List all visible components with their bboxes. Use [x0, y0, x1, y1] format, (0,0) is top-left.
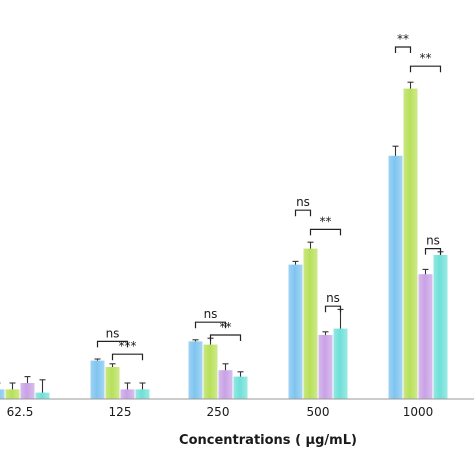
- bar-125-s4: [135, 389, 150, 399]
- bar-500-s1: [288, 264, 303, 399]
- error-bar-250-s3: [222, 363, 229, 371]
- x-tick-labels: 62.5 125 250 500 1000: [7, 405, 434, 419]
- bar-62.5-s1: [0, 389, 5, 399]
- significance-bracket: ns: [194, 307, 227, 329]
- significance-label: ***: [119, 339, 137, 353]
- x-tick-label-250: 250: [207, 405, 230, 419]
- error-bar-250-s4: [237, 371, 244, 377]
- error-bar-125-s4: [139, 382, 146, 390]
- significance-label: **: [320, 214, 332, 228]
- significance-label: **: [397, 32, 409, 46]
- bar-62.5-s4: [35, 392, 50, 399]
- error-bar-125-s2: [109, 363, 116, 367]
- x-axis-label: Concentrations ( μg/mL): [179, 433, 357, 448]
- bar-1000-s2: [403, 88, 418, 399]
- bar-1000-s1: [388, 155, 403, 399]
- significance-label: **: [220, 320, 232, 334]
- significance-bracket: ns: [424, 234, 442, 255]
- significance-layer: ns***ns**ns**ns****ns: [96, 32, 442, 361]
- significance-label: ns: [204, 307, 218, 321]
- bar-500-s3: [318, 335, 333, 399]
- error-bar-62.5-s4: [39, 379, 46, 393]
- significance-label: ns: [426, 234, 440, 248]
- significance-label: ns: [326, 291, 340, 305]
- bar-125-s2: [105, 367, 120, 399]
- error-bar-500-s2: [307, 241, 314, 249]
- error-bar-1000-s3: [422, 268, 429, 275]
- error-bar-500-s3: [322, 331, 329, 335]
- significance-label: **: [420, 51, 432, 65]
- error-bar-62.5-s3: [24, 376, 31, 383]
- significance-bracket: **: [209, 320, 242, 341]
- x-tick-label-1000: 1000: [403, 405, 434, 419]
- significance-bracket: ns: [324, 291, 342, 313]
- error-bar-1000-s2: [407, 81, 414, 89]
- bar-250-s3: [218, 370, 233, 399]
- bar-500-s2: [303, 248, 318, 399]
- bar-250-s1: [188, 341, 203, 399]
- error-bar-62.5-s2: [9, 382, 16, 390]
- bar-62.5-s2: [5, 389, 20, 399]
- bar-500-s4: [333, 328, 348, 399]
- bar-1000-s3: [418, 274, 433, 399]
- significance-label: ns: [296, 195, 310, 209]
- error-bar-125-s1: [94, 358, 101, 361]
- bar-1000-s4: [433, 255, 448, 399]
- bar-125-s3: [120, 389, 135, 399]
- bars-layer: [0, 88, 448, 399]
- x-tick-label-62.5: 62.5: [7, 405, 34, 419]
- significance-bracket: ns: [96, 326, 129, 348]
- x-tick-label-500: 500: [307, 405, 330, 419]
- error-bar-250-s1: [192, 339, 199, 342]
- significance-label: ns: [106, 326, 120, 340]
- bar-125-s1: [90, 360, 105, 399]
- error-bar-125-s3: [124, 382, 131, 390]
- error-bars-layer: [0, 81, 444, 393]
- error-bar-500-s4: [337, 308, 344, 329]
- error-bar-500-s1: [292, 260, 299, 265]
- bar-250-s2: [203, 344, 218, 399]
- significance-bracket: ***: [111, 339, 144, 361]
- significance-bracket: ns: [294, 195, 312, 217]
- error-bar-62.5-s1: [0, 382, 1, 384]
- significance-bracket: **: [309, 214, 342, 236]
- bar-62.5-s3: [20, 383, 35, 399]
- bar-250-s4: [233, 376, 248, 399]
- error-bar-1000-s1: [392, 145, 399, 156]
- significance-bracket: **: [409, 51, 442, 73]
- significance-bracket: **: [394, 32, 412, 53]
- x-tick-label-125: 125: [109, 405, 132, 419]
